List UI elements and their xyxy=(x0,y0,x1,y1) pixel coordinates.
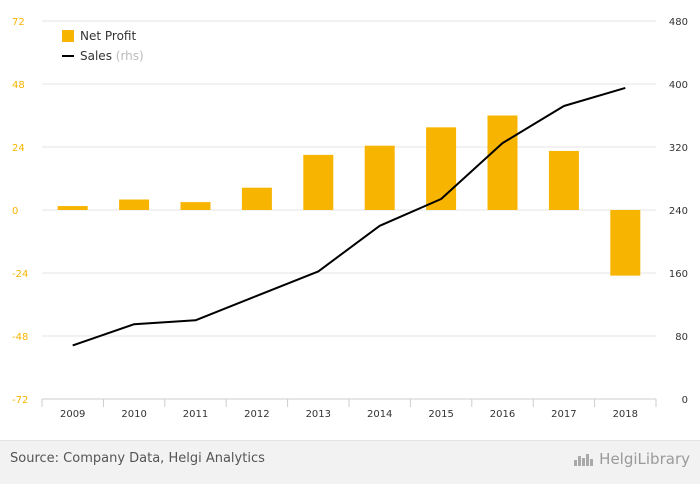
bar-net-profit-2016 xyxy=(487,115,518,210)
right-y-tick-label: 480 xyxy=(669,17,688,28)
x-tick-label: 2014 xyxy=(367,409,392,420)
legend: Net Profit Sales (rhs) xyxy=(62,29,144,63)
right-y-tick-label: 160 xyxy=(669,269,688,280)
bar-net-profit-2015 xyxy=(426,127,457,210)
bar-net-profit-2012 xyxy=(241,187,272,210)
x-axis: 2009 2010 2011 2012 2013 2014 2015 2016 2017 2018 xyxy=(41,398,657,420)
combo-chart: 2009 2010 2011 2012 2013 2014 2015 2016 2017 2018… xyxy=(12,17,688,420)
footer: Source: Company Data, Helgi Analytics He… xyxy=(0,440,700,484)
bar-net-profit-2014 xyxy=(364,145,395,210)
x-tick-label: 2015 xyxy=(428,409,453,420)
bar-net-profit-2011 xyxy=(180,202,211,210)
x-tick-label: 2013 xyxy=(306,409,331,420)
helgi-library-logo-icon xyxy=(574,454,594,466)
right-y-axis: 480 400 320 240 160 80 0 xyxy=(669,17,688,406)
x-tick-label: 2017 xyxy=(551,409,576,420)
sales-line xyxy=(72,86,626,347)
brand[interactable]: HelgiLibrary xyxy=(573,450,690,468)
x-tick-label: 2016 xyxy=(490,409,515,420)
bar-net-profit-2018 xyxy=(610,210,641,276)
bar-net-profit-2009 xyxy=(57,206,88,210)
left-y-tick-label: -48 xyxy=(12,332,28,343)
source-note: Source: Company Data, Helgi Analytics xyxy=(10,451,265,466)
left-y-axis: 72 48 24 0 -24 -48 -72 xyxy=(12,17,28,406)
x-tick-label: 2010 xyxy=(121,409,146,420)
left-y-tick-label: -24 xyxy=(12,269,28,280)
sales-line-series xyxy=(72,86,626,347)
right-y-tick-label: 240 xyxy=(669,206,688,217)
legend-swatch-net-profit xyxy=(62,30,74,42)
right-y-tick-label: 0 xyxy=(682,395,688,406)
bar-net-profit-2013 xyxy=(303,154,334,210)
right-y-tick-label: 320 xyxy=(669,143,688,154)
brand-name: HelgiLibrary xyxy=(599,450,690,468)
left-y-tick-label: 0 xyxy=(12,206,18,217)
legend-label: Sales (rhs) xyxy=(80,49,144,63)
bar-net-profit-2017 xyxy=(548,150,579,210)
legend-label: Net Profit xyxy=(80,29,136,43)
net-profit-bars xyxy=(57,115,641,276)
x-tick-label: 2009 xyxy=(60,409,85,420)
right-y-tick-label: 80 xyxy=(675,332,688,343)
left-y-tick-label: -72 xyxy=(12,395,28,406)
bar-net-profit-2010 xyxy=(119,199,150,210)
left-y-tick-label: 48 xyxy=(12,80,25,91)
left-y-tick-label: 72 xyxy=(12,17,25,28)
x-tick-label: 2018 xyxy=(613,409,638,420)
left-y-tick-label: 24 xyxy=(12,143,25,154)
x-tick-label: 2011 xyxy=(183,409,208,420)
x-tick-label: 2012 xyxy=(244,409,269,420)
right-y-tick-label: 400 xyxy=(669,80,688,91)
